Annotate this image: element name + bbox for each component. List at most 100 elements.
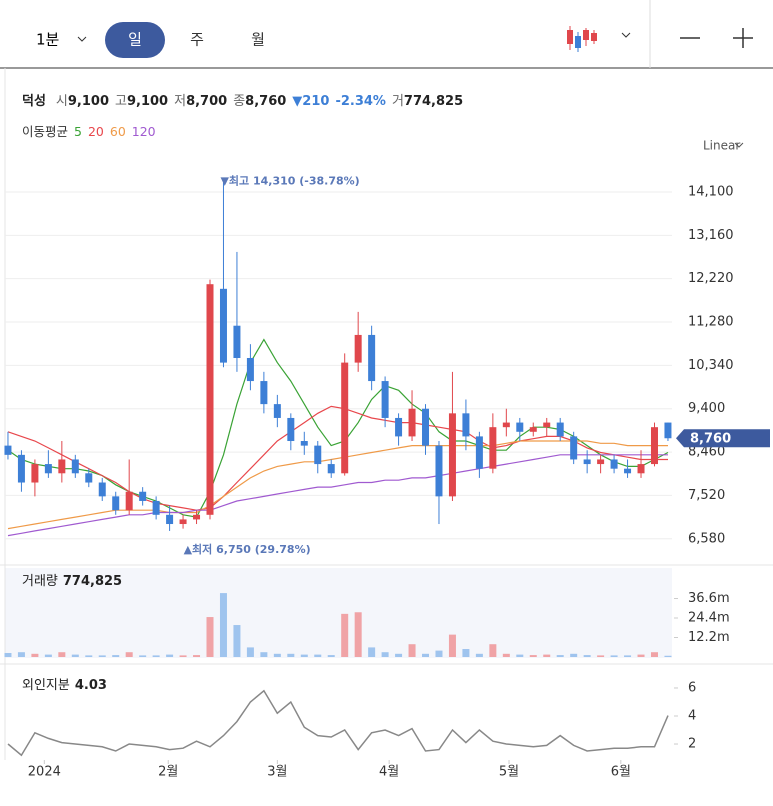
candle-body bbox=[368, 334, 376, 382]
x-tick-label: 5월 bbox=[499, 765, 519, 780]
x-tick-label: 2월 bbox=[158, 765, 178, 780]
info-value: 9,100 bbox=[67, 94, 110, 109]
dropdown-icon[interactable] bbox=[734, 142, 744, 148]
volume-bar bbox=[570, 653, 578, 657]
y-tick-label: 6,580 bbox=[688, 531, 725, 546]
volume-bar bbox=[381, 652, 389, 657]
x-tick-label: 3월 bbox=[267, 765, 287, 780]
dropdown-icon[interactable] bbox=[77, 36, 87, 42]
candle-body bbox=[17, 454, 25, 483]
volume-bar bbox=[44, 654, 52, 657]
foreign-line bbox=[7, 689, 669, 757]
candle-body bbox=[166, 514, 174, 525]
volume-bar bbox=[516, 654, 524, 657]
info-value: 774,825 bbox=[403, 94, 464, 109]
volume-bar bbox=[395, 653, 403, 657]
volume-bar bbox=[58, 652, 66, 657]
panel-title-text: 거래량 bbox=[22, 574, 58, 589]
info-item: 저8,700 bbox=[174, 90, 227, 109]
candle-body bbox=[422, 408, 430, 446]
info-value: 8,760 bbox=[245, 94, 287, 109]
y-tick-label: 9,400 bbox=[688, 401, 725, 416]
candle-body bbox=[435, 445, 443, 497]
x-tick-label: 4월 bbox=[379, 765, 399, 780]
interval[interactable]: 1분 bbox=[36, 31, 60, 49]
annotation: ▼최고 14,310 (-38.78%) bbox=[220, 173, 359, 187]
candle-body bbox=[597, 459, 605, 465]
candle-body bbox=[341, 362, 349, 474]
y-tick-label: 36.6m bbox=[688, 591, 730, 606]
volume-bar bbox=[489, 644, 497, 657]
volume-bar bbox=[85, 655, 93, 657]
candle-body bbox=[300, 441, 308, 446]
candle-body bbox=[206, 284, 214, 515]
panel-title: 외인지분 4.03 bbox=[22, 678, 107, 693]
y-tick-label: 10,340 bbox=[688, 358, 734, 373]
candle-body bbox=[381, 381, 389, 418]
candle-body bbox=[71, 459, 79, 474]
candle-body bbox=[650, 427, 658, 465]
price-tag bbox=[676, 429, 770, 448]
info-item: 고9,100 bbox=[115, 90, 168, 109]
selected-pill[interactable] bbox=[105, 22, 165, 58]
volume-bar bbox=[543, 654, 551, 657]
volume-bar bbox=[664, 655, 672, 657]
panel-title: 거래량 774,825 bbox=[22, 574, 122, 589]
interval[interactable]: 일 bbox=[128, 31, 142, 49]
y-tick-label: 12,220 bbox=[688, 271, 734, 286]
y-tick-label: 12.2m bbox=[688, 630, 730, 645]
panel-title-text: 외인지분 bbox=[22, 678, 70, 693]
candle-body bbox=[139, 491, 147, 501]
zoom-in[interactable] bbox=[733, 28, 753, 48]
y-tick-label: 2 bbox=[688, 737, 696, 752]
candle-body bbox=[516, 422, 524, 432]
candle-body bbox=[314, 445, 322, 465]
y-tick-label: 11,280 bbox=[688, 315, 734, 330]
volume-bar bbox=[166, 654, 174, 657]
volume-bar bbox=[314, 654, 322, 657]
volume-bar bbox=[4, 653, 12, 657]
volume-bar bbox=[206, 617, 214, 657]
info-label: 거 bbox=[391, 94, 404, 109]
candle-body bbox=[112, 496, 120, 511]
candle-icon[interactable] bbox=[567, 26, 597, 52]
annotation: ▲최저 6,750 (29.78%) bbox=[184, 542, 311, 556]
candle-body bbox=[260, 381, 268, 405]
candle-body bbox=[98, 482, 106, 497]
info-value: 8,700 bbox=[186, 94, 228, 109]
volume-bar bbox=[327, 655, 335, 657]
candle-body bbox=[354, 334, 362, 363]
candle-body bbox=[4, 445, 12, 455]
volume-bar bbox=[556, 655, 564, 657]
dropdown-icon[interactable] bbox=[621, 32, 631, 38]
y-tick-label: 13,160 bbox=[688, 228, 734, 243]
legend-entry: 20 bbox=[87, 124, 104, 139]
interval[interactable]: 월 bbox=[251, 31, 265, 49]
interval[interactable]: 주 bbox=[190, 31, 204, 49]
volume-bar bbox=[583, 655, 591, 657]
candle-body bbox=[543, 422, 551, 428]
candle-body bbox=[475, 436, 483, 469]
candle-body bbox=[556, 422, 564, 437]
info-item: 시9,100 bbox=[56, 90, 109, 109]
candle-body bbox=[462, 413, 470, 437]
volume-bar bbox=[448, 634, 456, 657]
x-tick-label: 2024 bbox=[28, 765, 61, 780]
volume-bar bbox=[300, 654, 308, 657]
volume-bar bbox=[287, 653, 295, 657]
candle-body bbox=[610, 459, 618, 469]
candle-body bbox=[448, 413, 456, 497]
candle-body bbox=[624, 468, 632, 474]
info-value: 9,100 bbox=[126, 94, 169, 109]
volume-bar bbox=[354, 612, 362, 657]
volume-bar bbox=[408, 644, 416, 657]
legend-title: 이동평균 bbox=[22, 124, 69, 139]
candle-body bbox=[502, 422, 510, 428]
candle-body bbox=[408, 408, 416, 437]
info-label: 저 bbox=[174, 94, 187, 109]
volume-bar bbox=[422, 653, 430, 657]
volume-bar bbox=[475, 653, 483, 657]
volume-bar bbox=[341, 613, 349, 657]
info-label: 시 bbox=[55, 94, 68, 109]
